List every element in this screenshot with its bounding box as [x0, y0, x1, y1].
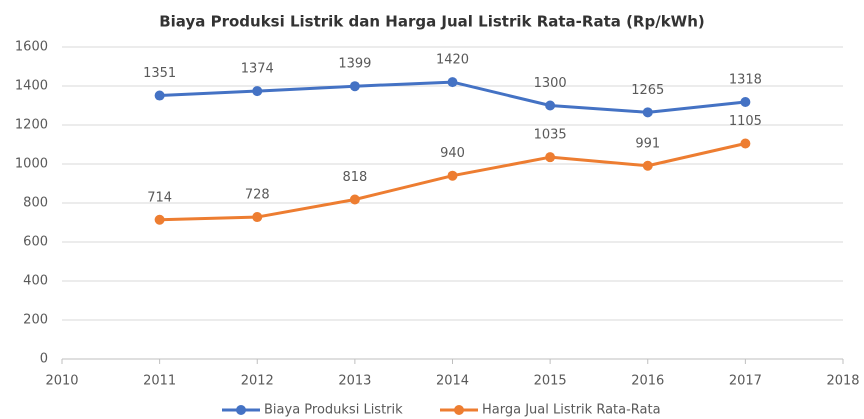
x-tick-label: 2013	[338, 374, 371, 389]
point	[740, 138, 751, 149]
legend-marker	[236, 405, 246, 415]
data-label: 1351	[143, 66, 176, 81]
point	[154, 214, 165, 225]
point	[545, 100, 556, 111]
data-label: 1399	[338, 57, 371, 72]
y-tick-label: 0	[40, 352, 48, 367]
data-label: 1318	[729, 72, 762, 87]
data-label: 728	[245, 188, 270, 203]
data-label: 714	[147, 190, 172, 205]
point	[642, 160, 653, 171]
data-label: 1374	[241, 62, 274, 77]
point	[154, 90, 165, 101]
data-label: 991	[635, 136, 660, 151]
y-tick-label: 1200	[15, 118, 48, 133]
x-tick-label: 2018	[826, 374, 859, 389]
data-label: 1265	[631, 83, 664, 98]
x-tick-label: 2017	[729, 374, 762, 389]
y-tick-label: 200	[23, 313, 48, 328]
data-label: 1420	[436, 53, 469, 68]
x-tick-label: 2010	[45, 374, 78, 389]
y-tick-label: 800	[23, 196, 48, 211]
point	[545, 152, 556, 163]
point	[252, 212, 263, 223]
y-tick-label: 1000	[15, 157, 48, 172]
point	[447, 77, 458, 88]
x-tick-label: 2011	[143, 374, 176, 389]
point	[642, 107, 653, 118]
y-tick-label: 1400	[15, 79, 48, 94]
data-label: 940	[440, 146, 465, 161]
point	[349, 194, 360, 205]
data-label: 1300	[534, 76, 567, 91]
point	[740, 96, 751, 107]
x-tick-label: 2016	[631, 374, 664, 389]
data-label: 1035	[534, 128, 567, 143]
point	[447, 170, 458, 181]
data-label: 1105	[729, 114, 762, 129]
x-tick-label: 2015	[534, 374, 567, 389]
legend-label: Biaya Produksi Listrik	[264, 403, 403, 418]
y-tick-label: 600	[23, 235, 48, 250]
x-tick-label: 2014	[436, 374, 469, 389]
data-label: 818	[342, 170, 367, 185]
point	[252, 86, 263, 97]
legend-marker	[454, 405, 464, 415]
x-tick-label: 2012	[241, 374, 274, 389]
y-tick-label: 1600	[15, 40, 48, 55]
y-tick-label: 400	[23, 274, 48, 289]
point	[349, 81, 360, 92]
legend-label: Harga Jual Listrik Rata-Rata	[482, 403, 661, 418]
chart-title: Biaya Produksi Listrik dan Harga Jual Li…	[159, 13, 705, 31]
